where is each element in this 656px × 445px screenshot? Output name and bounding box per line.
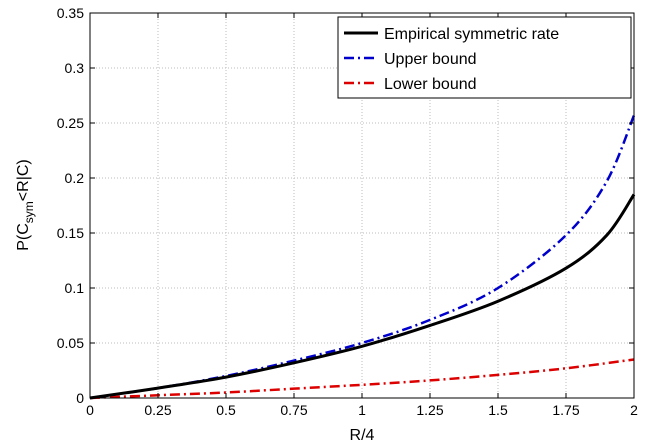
x-tick-label: 1 <box>358 402 366 418</box>
x-tick-label: 0 <box>86 402 94 418</box>
x-tick-label: 0.25 <box>144 402 171 418</box>
x-tick-label: 0.75 <box>280 402 307 418</box>
x-tick-labels: 0 0.25 0.5 0.75 1 1.25 1.5 1.75 2 <box>86 402 638 418</box>
legend: Empirical symmetric rate Upper bound Low… <box>337 16 632 99</box>
legend-box <box>337 16 632 99</box>
y-tick-label: 0.2 <box>65 170 85 186</box>
x-axis-label: R/4 <box>350 427 375 444</box>
y-tick-label: 0.3 <box>65 60 85 76</box>
y-axis-label-subscript: sym <box>22 201 36 223</box>
y-tick-label: 0.15 <box>57 225 84 241</box>
x-tick-label: 1.25 <box>416 402 443 418</box>
x-tick-label: 0.5 <box>216 402 236 418</box>
x-tick-label: 1.75 <box>552 402 579 418</box>
y-axis-label-rest: <R|C) <box>15 159 32 201</box>
legend-label-upper: Upper bound <box>384 51 477 68</box>
series-lower-bound-line <box>89 358 635 400</box>
y-tick-label: 0.05 <box>57 335 84 351</box>
series-layer <box>89 114 636 400</box>
x-tick-label: 2 <box>630 402 638 418</box>
y-tick-label: 0.1 <box>65 280 85 296</box>
y-axis-label-main: P(C <box>15 223 32 251</box>
legend-label-empirical: Empirical symmetric rate <box>384 26 559 43</box>
y-tick-labels: 0 0.05 0.1 0.15 0.2 0.25 0.3 0.35 <box>57 5 84 406</box>
y-tick-label: 0.25 <box>57 115 84 131</box>
series-empirical-line <box>89 193 636 400</box>
grid <box>90 13 634 398</box>
legend-label-lower: Lower bound <box>384 76 477 93</box>
y-tick-label: 0.35 <box>57 5 84 21</box>
y-axis-label: P(Csym<R|C) <box>15 159 36 251</box>
y-tick-label: 0 <box>76 390 84 406</box>
x-tick-label: 1.5 <box>488 402 508 418</box>
